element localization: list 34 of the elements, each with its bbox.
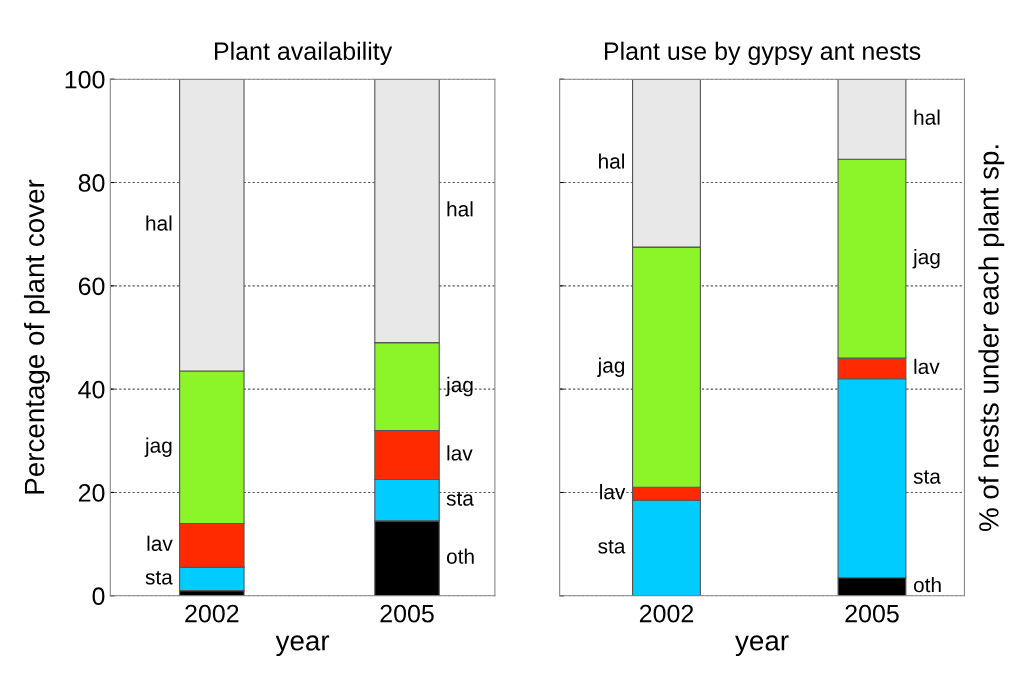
y-tick-label: 100 <box>65 70 105 89</box>
series-label: lav <box>147 535 173 551</box>
text: sta <box>913 470 941 484</box>
text: sta <box>446 492 474 506</box>
series-label: lav <box>600 484 626 500</box>
y-axis-title: Percentage of plant cover <box>23 179 50 494</box>
text: jag <box>597 357 625 377</box>
y-tick-label: 60 <box>78 277 105 296</box>
series-label: hal <box>146 215 172 231</box>
text: hal <box>914 109 940 125</box>
x-tick-label: 2005 <box>380 604 434 623</box>
series-label: sta <box>598 539 626 554</box>
series-label: oth <box>913 577 941 593</box>
y-axis-title: % of nests under each plant sp. <box>978 145 1005 532</box>
series-label: sta <box>145 570 173 585</box>
text: lav <box>447 445 473 461</box>
x-tick-label: 2002 <box>639 604 694 623</box>
series-label: hal <box>599 153 624 169</box>
y-tick-label: 40 <box>78 380 105 399</box>
series-label: jag <box>912 249 940 269</box>
chart-title: Plant availability <box>215 41 393 65</box>
text: hal <box>447 201 473 217</box>
y-tick-label: 80 <box>78 174 105 192</box>
series-label: oth <box>446 548 474 564</box>
x-tick-label: 2005 <box>845 604 899 623</box>
y-tick-label: 0 <box>92 587 105 606</box>
x-tick-label: 2002 <box>185 604 239 623</box>
x-axis-title: year <box>735 635 789 657</box>
x-axis-title: year <box>275 635 330 657</box>
y-tick-label: 20 <box>78 484 105 502</box>
chart-title: Plant use by gypsy ant nests <box>604 41 921 65</box>
text: lav <box>914 358 940 375</box>
text: jag <box>144 437 172 457</box>
series-label: jag <box>445 376 473 397</box>
